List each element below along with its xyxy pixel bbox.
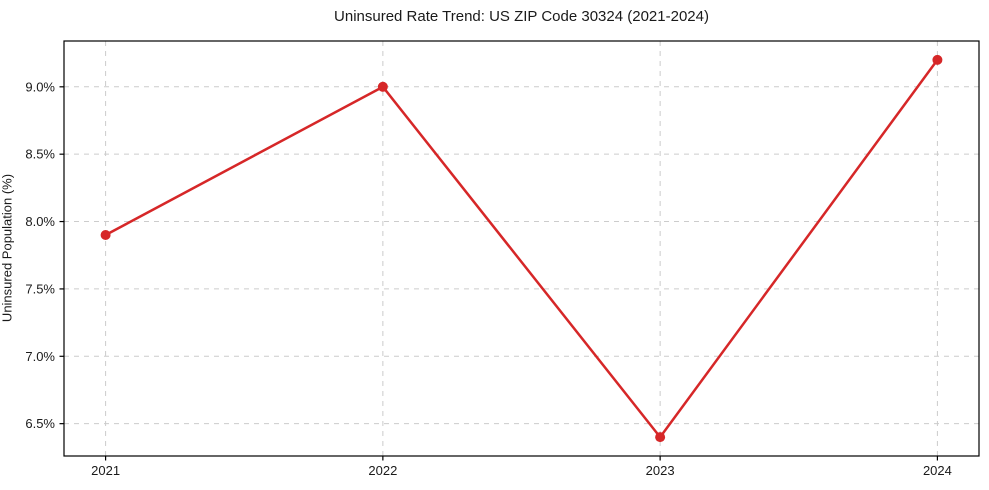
data-point xyxy=(655,432,666,443)
y-tick-label: 9.0% xyxy=(25,79,55,94)
x-tick-label: 2024 xyxy=(923,463,952,478)
y-tick-label: 8.0% xyxy=(25,214,55,229)
chart-title: Uninsured Rate Trend: US ZIP Code 30324 … xyxy=(334,8,709,25)
data-point xyxy=(932,54,943,65)
x-tick-label: 2022 xyxy=(368,463,397,478)
x-tick-label: 2021 xyxy=(91,463,120,478)
y-tick-label: 7.5% xyxy=(25,281,55,296)
y-tick-label: 6.5% xyxy=(25,416,55,431)
data-point xyxy=(377,81,388,92)
y-tick-label: 7.0% xyxy=(25,349,55,364)
data-point xyxy=(100,230,111,241)
y-tick-label: 8.5% xyxy=(25,147,55,162)
x-tick-label: 2023 xyxy=(646,463,675,478)
trend-line xyxy=(104,58,939,439)
plot-border xyxy=(63,40,980,457)
